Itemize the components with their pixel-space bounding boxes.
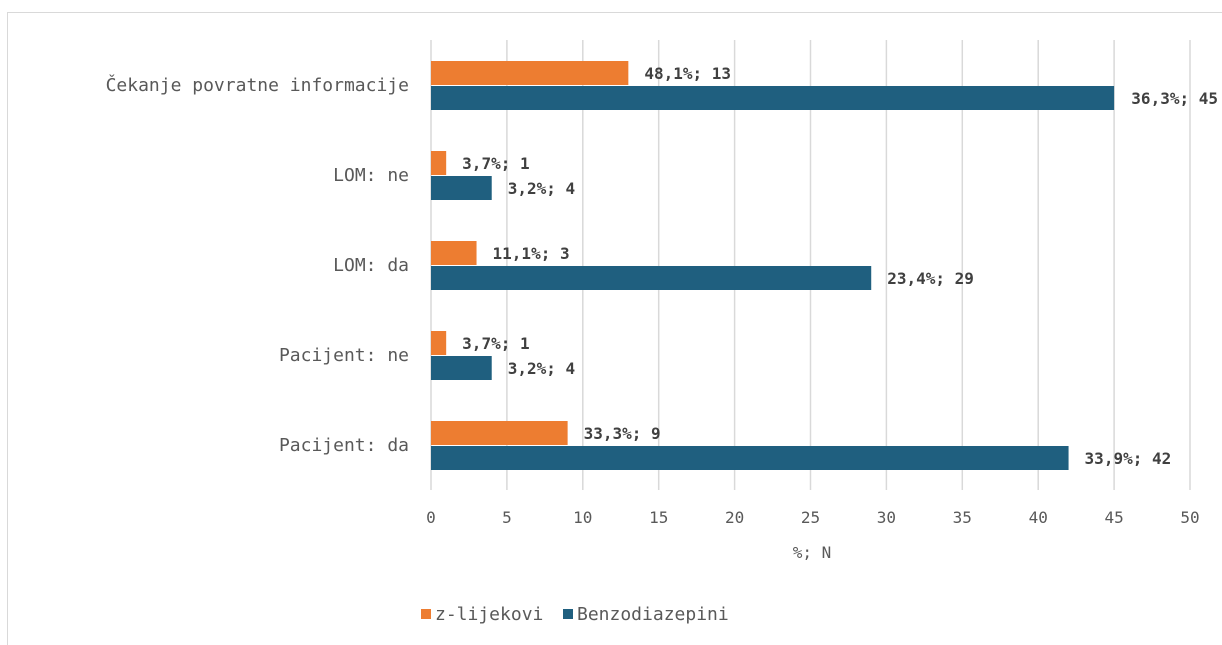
- category-label: Pacijent: da: [279, 435, 409, 456]
- data-label: 33,3%; 9: [584, 424, 661, 443]
- x-tick-label: 50: [1180, 508, 1199, 527]
- chart-frame: [7, 12, 1222, 645]
- x-tick-label: 45: [1104, 508, 1123, 527]
- data-label: 36,3%; 45: [1131, 89, 1218, 108]
- data-label: 3,2%; 4: [508, 179, 575, 198]
- bar-z-lijekovi: [431, 331, 447, 355]
- bar-benzodiazepini: [431, 86, 1115, 110]
- x-tick-labels: 0 5 10 15 20 25 30 35 40 45 50: [426, 508, 1199, 527]
- category-label: LOM: ne: [333, 165, 409, 186]
- bar-z-lijekovi: [431, 421, 568, 445]
- data-labels: 48,1%; 13 36,3%; 45 3,7%; 1 3,2%; 4 11,1%; 3…: [462, 64, 1218, 468]
- category-label: Čekanje povratne informacije: [106, 74, 409, 96]
- legend-swatch: [421, 609, 431, 619]
- bar-z-lijekovi: [431, 151, 447, 175]
- bar-benzodiazepini: [431, 176, 492, 200]
- bar-z-lijekovi: [431, 241, 477, 265]
- x-tick-label: 15: [649, 508, 668, 527]
- bars: [431, 61, 1115, 470]
- bar-benzodiazepini: [431, 446, 1069, 470]
- x-tick-label: 0: [426, 508, 436, 527]
- bar-benzodiazepini: [431, 266, 872, 290]
- data-label: 11,1%; 3: [493, 244, 570, 263]
- data-label: 33,9%; 42: [1085, 449, 1172, 468]
- legend-label: z-lijekovi: [435, 604, 543, 625]
- data-label: 48,1%; 13: [644, 64, 731, 83]
- x-tick-label: 40: [1029, 508, 1048, 527]
- category-label: Pacijent: ne: [279, 345, 409, 366]
- x-tick-label: 25: [801, 508, 820, 527]
- x-tick-label: 30: [877, 508, 896, 527]
- bar-z-lijekovi: [431, 61, 629, 85]
- x-tick-label: 20: [725, 508, 744, 527]
- legend: z-lijekovi Benzodiazepini: [421, 604, 729, 625]
- legend-label: Benzodiazepini: [577, 604, 729, 625]
- x-tick-label: 10: [573, 508, 592, 527]
- x-axis-title: %; N: [793, 543, 832, 562]
- x-tick-label: 35: [953, 508, 972, 527]
- data-label: 3,7%; 1: [462, 334, 529, 353]
- data-label: 23,4%; 29: [887, 269, 974, 288]
- category-labels: Čekanje povratne informacije LOM: ne LOM: …: [106, 74, 409, 456]
- x-tick-label: 5: [502, 508, 512, 527]
- data-label: 3,7%; 1: [462, 154, 529, 173]
- data-label: 3,2%; 4: [508, 359, 575, 378]
- category-label: LOM: da: [333, 255, 409, 276]
- legend-swatch: [563, 609, 573, 619]
- bar-benzodiazepini: [431, 356, 492, 380]
